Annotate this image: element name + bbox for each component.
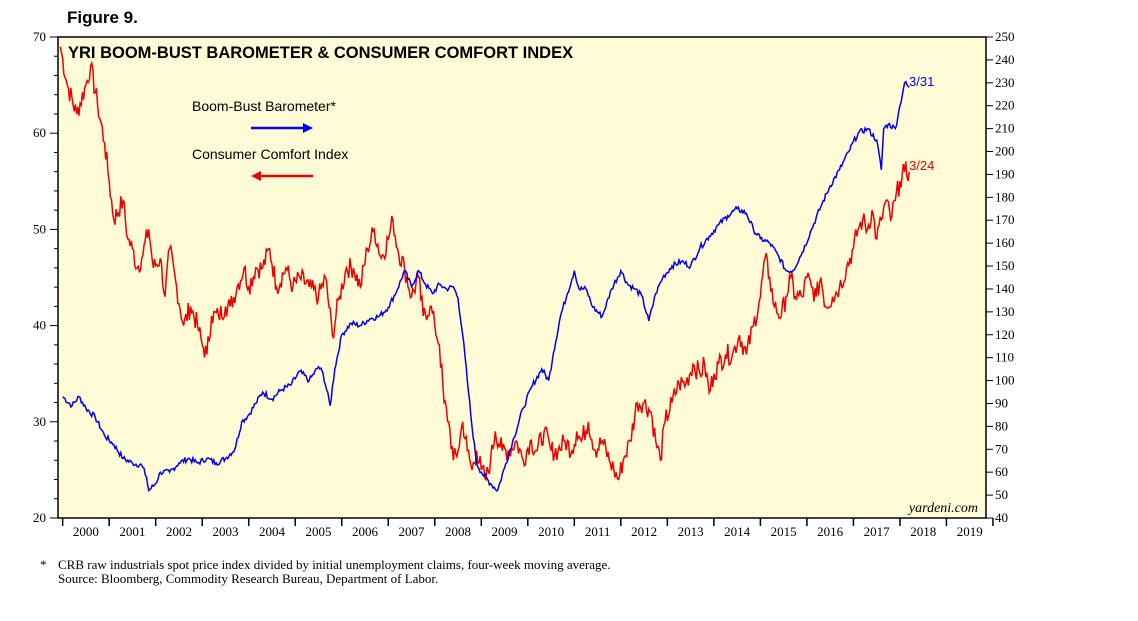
left-y-axis: 20 30 40 50 60 70	[33, 29, 58, 525]
x-tick-label: 2013	[678, 524, 704, 539]
footnote-source: Source: Bloomberg, Commodity Research Bu…	[58, 571, 439, 586]
left-tick-label: 30	[33, 414, 46, 429]
x-tick-label: 2011	[585, 524, 611, 539]
right-tick-label: 60	[995, 464, 1008, 479]
x-tick-label: 2008	[445, 524, 471, 539]
x-tick-label: 2014	[724, 524, 751, 539]
x-tick-label: 2005	[305, 524, 331, 539]
left-tick-label: 20	[33, 510, 46, 525]
legend-comfort-label: Consumer Comfort Index	[192, 146, 348, 162]
footnote-note: CRB raw industrials spot price index div…	[58, 557, 611, 572]
x-tick-label: 2017	[864, 524, 891, 539]
x-tick-label: 2015	[771, 524, 797, 539]
legend-boom-bust-label: Boom-Bust Barometer*	[192, 98, 336, 114]
left-tick-label: 50	[33, 221, 46, 236]
x-tick-label: 2001	[119, 524, 145, 539]
boom-bust-line	[62, 80, 910, 492]
x-tick-label: 2018	[910, 524, 936, 539]
right-tick-label: 180	[995, 189, 1015, 204]
left-tick-label: 40	[33, 318, 46, 333]
consumer-comfort-line	[59, 46, 910, 482]
right-tick-label: 150	[995, 258, 1015, 273]
right-tick-label: 40	[995, 510, 1008, 525]
left-tick-label: 70	[33, 29, 46, 44]
x-tick-label: 2004	[259, 524, 286, 539]
right-tick-label: 210	[995, 121, 1015, 136]
plot-area	[57, 36, 987, 519]
right-tick-label: 200	[995, 144, 1015, 159]
right-y-axis: 40 50 60 70 80 90 100 110 120 130 140 150 160 170 180 1…	[986, 29, 1015, 525]
chart: 2000 2001 2002 2003 2004 2005 2006 2007 2008 2009…	[33, 29, 1015, 539]
right-tick-label: 160	[995, 235, 1015, 250]
right-tick-label: 190	[995, 166, 1015, 181]
right-tick-label: 90	[995, 395, 1008, 410]
right-tick-label: 140	[995, 281, 1015, 296]
footnote-marker: *	[40, 557, 47, 572]
x-axis: 2000 2001 2002 2003 2004 2005 2006 2007 2008 2009…	[61, 518, 994, 539]
x-tick-label: 2003	[212, 524, 238, 539]
figure-label: Figure 9.	[67, 8, 138, 27]
legend-boom-bust-arrow-head	[303, 123, 313, 133]
right-tick-label: 240	[995, 52, 1015, 67]
x-tick-label: 2019	[957, 524, 983, 539]
right-tick-label: 80	[995, 418, 1008, 433]
comfort-end-label: 3/24	[909, 158, 934, 173]
x-tick-label: 2002	[166, 524, 192, 539]
boom-bust-end-label: 3/31	[909, 74, 934, 89]
legend-comfort-arrow-head	[251, 171, 261, 181]
x-tick-label: 2000	[73, 524, 99, 539]
chart-title: YRI BOOM-BUST BAROMETER & CONSUMER COMFO…	[68, 44, 573, 62]
x-tick-label: 2010	[538, 524, 564, 539]
right-tick-label: 100	[995, 373, 1015, 388]
right-tick-label: 70	[995, 441, 1008, 456]
x-tick-label: 2016	[817, 524, 844, 539]
x-tick-label: 2006	[352, 524, 379, 539]
x-tick-label: 2009	[492, 524, 518, 539]
right-tick-label: 170	[995, 212, 1015, 227]
watermark: yardeni.com	[907, 501, 978, 516]
footnote: * CRB raw industrials spot price index di…	[40, 558, 610, 586]
right-tick-label: 120	[995, 327, 1015, 342]
right-tick-label: 220	[995, 98, 1015, 113]
right-tick-label: 130	[995, 304, 1015, 319]
x-tick-label: 2012	[631, 524, 657, 539]
x-tick-label: 2007	[399, 524, 426, 539]
right-tick-label: 110	[995, 350, 1014, 365]
right-tick-label: 230	[995, 75, 1015, 90]
right-tick-label: 50	[995, 487, 1008, 502]
right-tick-label: 250	[995, 29, 1015, 44]
left-tick-label: 60	[33, 125, 46, 140]
